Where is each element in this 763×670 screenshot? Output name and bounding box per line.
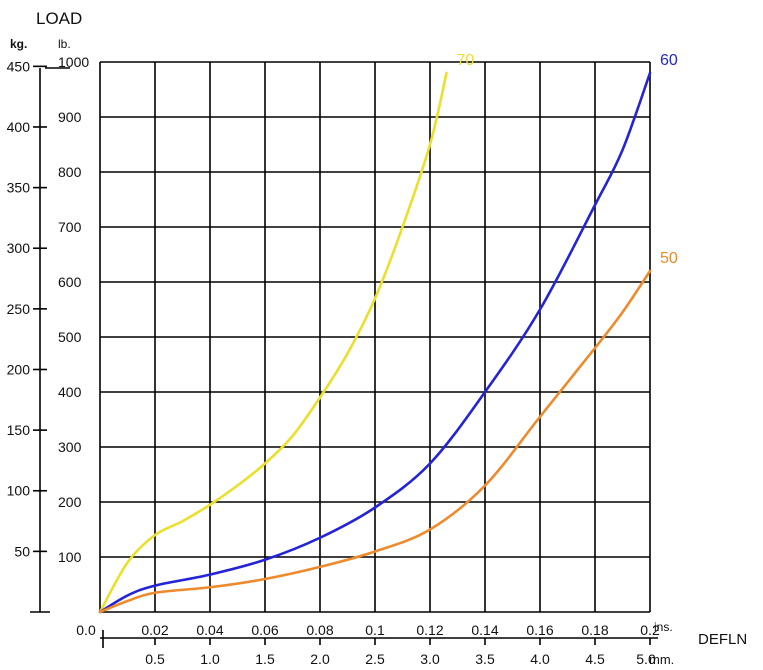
- lb-tick-label: 700: [58, 219, 82, 235]
- lb-tick-label: 800: [58, 164, 82, 180]
- labels: LOAD kg. lb. DEFLN ins. mm. 50 100 150 200 2…: [7, 9, 748, 667]
- kg-tick-label: 300: [7, 240, 31, 256]
- series-curve-70: [98, 71, 448, 614]
- lb-tick-label: 900: [58, 109, 82, 125]
- x-units-ins: ins.: [654, 620, 673, 634]
- mm-tick-label: 2.0: [310, 651, 330, 667]
- ins-tick-label: 0.14: [471, 622, 498, 638]
- axes: [30, 65, 658, 648]
- lb-tick-label: 500: [58, 329, 82, 345]
- mm-tick-label: 5.0: [636, 651, 656, 667]
- lb-tick-label: 200: [58, 494, 82, 510]
- series-curve-50: [98, 269, 652, 614]
- x-units-mm: mm.: [649, 652, 674, 667]
- ins-tick-label: 0.02: [141, 622, 168, 638]
- mm-tick-label: 0.5: [145, 651, 165, 667]
- kg-tick-label: 100: [7, 483, 31, 499]
- y-units-lb: lb.: [58, 37, 71, 51]
- lb-tick-label: 100: [58, 549, 82, 565]
- y-axis-title: LOAD: [36, 9, 82, 28]
- kg-tick-label: 350: [7, 180, 31, 196]
- series-label-70: 70: [457, 52, 475, 69]
- x-axis-title: DEFLN: [698, 631, 747, 648]
- ins-tick-label: 0.2: [640, 622, 660, 638]
- ins-tick-label: 0.0: [76, 622, 96, 638]
- y-units-kg: kg.: [10, 37, 27, 51]
- plot-grid: [99, 61, 651, 613]
- mm-tick-label: 4.5: [585, 651, 605, 667]
- mm-tick-label: 1.0: [200, 651, 220, 667]
- mm-tick-label: 2.5: [365, 651, 385, 667]
- kg-tick-label: 200: [7, 361, 31, 377]
- kg-tick-label: 450: [7, 58, 31, 74]
- ins-tick-label: 0.08: [306, 622, 333, 638]
- kg-tick-label: 250: [7, 301, 31, 317]
- ins-tick-label: 0.06: [251, 622, 278, 638]
- mm-tick-label: 1.5: [255, 651, 275, 667]
- series-label-50: 50: [660, 250, 678, 267]
- series-label-60: 60: [660, 52, 678, 69]
- lb-tick-label: 1000: [58, 54, 89, 70]
- ins-tick-label: 0.12: [416, 622, 443, 638]
- mm-tick-label: 4.0: [530, 651, 550, 667]
- mm-tick-label: 3.5: [475, 651, 495, 667]
- ins-tick-label: 0.16: [526, 622, 553, 638]
- ins-tick-label: 0.1: [365, 622, 385, 638]
- curves: [98, 71, 652, 614]
- mm-tick-label: 3.0: [420, 651, 440, 667]
- kg-tick-label: 50: [14, 543, 30, 559]
- lb-tick-label: 600: [58, 274, 82, 290]
- series-curve-60: [98, 71, 652, 614]
- lb-tick-label: 300: [58, 439, 82, 455]
- ins-tick-label: 0.18: [581, 622, 608, 638]
- kg-tick-label: 150: [7, 422, 31, 438]
- kg-tick-label: 400: [7, 119, 31, 135]
- ins-tick-label: 0.04: [196, 622, 223, 638]
- lb-tick-label: 400: [58, 384, 82, 400]
